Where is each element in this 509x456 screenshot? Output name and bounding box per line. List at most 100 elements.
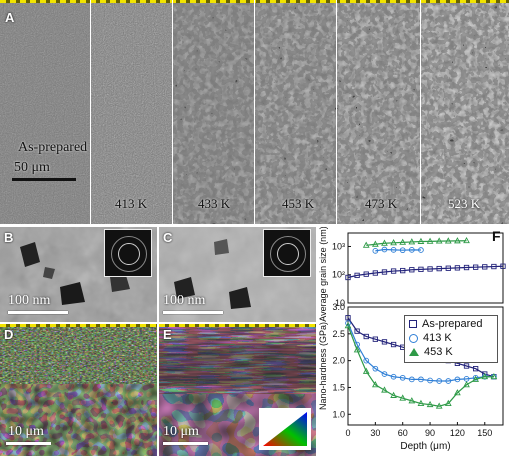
grain-size-data-point — [472, 264, 479, 270]
panel-f: 10 10² 10³ Average grain size (nm) 1.0 1.5 2.0… — [318, 227, 509, 456]
hardness-data-point — [345, 315, 351, 321]
grain-size-data-point — [445, 265, 451, 271]
hardness-data-point — [363, 357, 370, 364]
hardness-data-point — [444, 399, 452, 406]
y-tick-label: 1.5 — [332, 382, 345, 392]
grain-size-data-point — [409, 267, 415, 273]
hardness-data-point — [481, 372, 489, 380]
chart-legend: As-prepared 413 K 453 K — [404, 315, 498, 363]
y-tick-label: 2.5 — [332, 329, 345, 339]
hardness-data-point — [362, 367, 370, 374]
strip-divider — [90, 0, 91, 224]
y-tick-label: 1.0 — [332, 409, 345, 419]
grain-size-data-point — [408, 247, 415, 253]
grain-size-data-point — [454, 237, 461, 244]
hardness-data-point — [353, 346, 361, 353]
scale-label-e: 10 μm — [163, 424, 199, 439]
scale-label-a: 50 μm — [14, 160, 50, 175]
scale-bar-b — [8, 311, 68, 314]
grain-size-data-point — [418, 266, 424, 273]
panel-b: B 100 nm — [0, 227, 157, 322]
strip-divider — [336, 0, 337, 224]
strip-label-523k: 523 K — [448, 196, 481, 211]
grain-size-data-point — [381, 269, 388, 275]
grain-size-data-point — [463, 236, 470, 244]
hardness-data-point — [463, 363, 470, 369]
panel-letter-e: E — [163, 327, 172, 342]
hardness-data-point — [372, 365, 379, 372]
hardness-data-point — [408, 397, 416, 404]
grain-size-series-line — [347, 265, 504, 279]
grain-size-data-point — [371, 240, 379, 247]
hardness-data-point — [445, 378, 452, 384]
y-tick-label: 2.0 — [332, 356, 345, 366]
x-tick-label: 150 — [477, 428, 492, 438]
hardness-data-point — [345, 320, 351, 326]
grain-size-data-point — [444, 237, 452, 244]
scale-bar-a — [12, 178, 76, 181]
y-tick-label: 10³ — [332, 241, 345, 251]
diffraction-pattern-inset — [104, 229, 152, 277]
hardness-plot-frame — [347, 306, 504, 426]
hardness-data-point — [399, 394, 407, 401]
hardness-data-point — [472, 366, 479, 372]
scale-bar-d — [6, 442, 51, 445]
grain-size-data-point — [491, 263, 497, 270]
hardness-data-point — [454, 389, 461, 396]
grain-size-data-point — [417, 237, 425, 244]
y-tick-label: 10² — [332, 270, 345, 280]
hardness-data-point — [390, 391, 397, 398]
surface-marker — [0, 324, 157, 327]
scale-label-b: 100 nm — [8, 293, 51, 308]
grain-size-data-point — [399, 247, 406, 254]
hardness-data-point — [490, 372, 498, 380]
strip-label-473k: 473 K — [365, 196, 398, 211]
hardness-data-point — [381, 339, 388, 345]
x-tick-label: 0 — [345, 428, 350, 438]
panel-e: E 10 μm — [159, 324, 316, 456]
strip-label-453k: 453 K — [282, 196, 315, 211]
grain-size-data-point — [435, 237, 443, 244]
panel-d-ebsd-map — [0, 324, 157, 456]
grain-size-data-point — [426, 237, 434, 244]
hardness-data-point — [463, 381, 470, 388]
grain-size-data-point — [381, 246, 388, 253]
panel-letter-c: C — [163, 230, 173, 245]
y-tick-label: 3.0 — [332, 302, 345, 312]
grain-size-data-point — [399, 238, 407, 245]
hardness-data-point — [371, 381, 379, 388]
strip-divider — [420, 0, 421, 224]
grain-size-data-point — [362, 241, 370, 248]
panel-letter-a: A — [5, 10, 15, 25]
ipf-color-key — [259, 408, 311, 450]
legend-label: 413 K — [423, 332, 452, 344]
hardness-data-point — [426, 400, 434, 408]
grain-size-data-point — [372, 270, 379, 276]
panel-a-micrograph — [0, 0, 509, 224]
strip-label-433k: 433 K — [198, 196, 231, 211]
square-marker-icon — [409, 320, 417, 328]
legend-label: 453 K — [424, 346, 453, 358]
strip-divider — [172, 0, 173, 224]
grain-size-data-point — [482, 264, 488, 270]
y-tick-label: 10 — [335, 298, 345, 308]
hardness-data-point — [435, 402, 443, 409]
scale-bar-e — [163, 442, 208, 445]
strip-divider — [254, 0, 255, 224]
grain-size-data-point — [354, 272, 360, 279]
panel-d: D 10 μm — [0, 324, 157, 456]
panel-letter-d: D — [4, 327, 14, 342]
hardness-data-point — [372, 336, 379, 342]
scale-label-c: 100 nm — [163, 293, 206, 308]
scale-label-d: 10 μm — [8, 424, 44, 439]
grain-size-data-point — [427, 266, 433, 272]
panel-a: A As-prepared 413 K 433 K 453 K 473 K 52… — [0, 0, 509, 224]
x-tick-label: 120 — [450, 428, 465, 438]
hardness-data-point — [418, 376, 424, 383]
grain-size-data-point — [390, 239, 397, 246]
legend-label: As-prepared — [422, 318, 483, 330]
hardness-data-point — [363, 333, 369, 340]
hardness-data-point — [417, 399, 425, 406]
y-axis-label-hardness: Nano-hardness (GPa) — [318, 322, 328, 410]
x-tick-label: 60 — [398, 428, 408, 438]
